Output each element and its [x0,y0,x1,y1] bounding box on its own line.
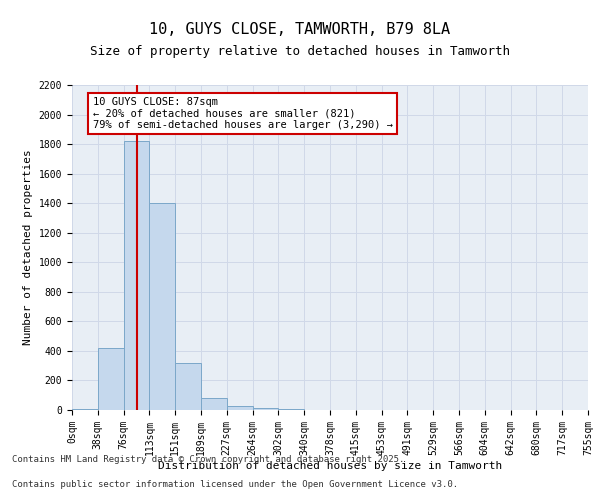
Bar [227,406,253,410]
Bar [124,141,149,410]
Text: Contains HM Land Registry data © Crown copyright and database right 2025.: Contains HM Land Registry data © Crown c… [12,455,404,464]
Text: 10, GUYS CLOSE, TAMWORTH, B79 8LA: 10, GUYS CLOSE, TAMWORTH, B79 8LA [149,22,451,38]
Bar [98,348,124,410]
Text: Size of property relative to detached houses in Tamworth: Size of property relative to detached ho… [90,45,510,58]
Bar [253,408,278,410]
Bar [149,203,175,410]
Text: 10 GUYS CLOSE: 87sqm
← 20% of detached houses are smaller (821)
79% of semi-deta: 10 GUYS CLOSE: 87sqm ← 20% of detached h… [92,97,392,130]
Bar [72,408,98,410]
Bar [201,398,227,410]
X-axis label: Distribution of detached houses by size in Tamworth: Distribution of detached houses by size … [158,460,502,470]
Y-axis label: Number of detached properties: Number of detached properties [23,150,33,346]
Bar [175,362,201,410]
Text: Contains public sector information licensed under the Open Government Licence v3: Contains public sector information licen… [12,480,458,489]
